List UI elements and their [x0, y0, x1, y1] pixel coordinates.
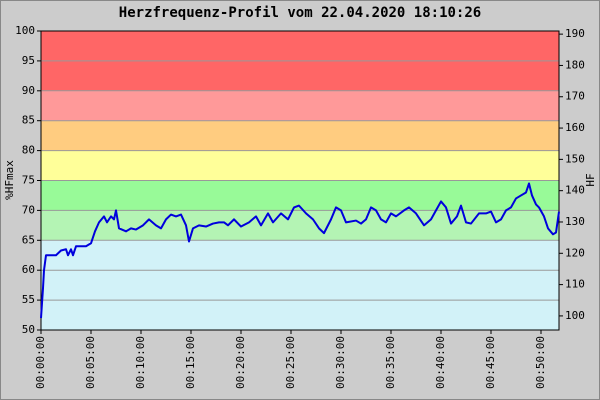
y2-tick-label: 110: [565, 278, 585, 291]
zone-band: [41, 240, 559, 330]
zone-band: [41, 90, 559, 121]
y-tick-label: 90: [22, 84, 35, 97]
x-tick-label: 00:25:00: [284, 336, 297, 389]
y-tick-label: 55: [22, 293, 35, 306]
y2-axis-label: HF: [584, 173, 597, 186]
y-tick-label: 65: [22, 233, 35, 246]
heart-rate-line: [40, 182, 560, 319]
y2-tick-label: 180: [565, 58, 585, 71]
y-tick-label: 95: [22, 54, 35, 67]
x-tick-label: 00:35:00: [384, 336, 397, 389]
y2-tick-label: 140: [565, 184, 585, 197]
y-tick-label: 60: [22, 263, 35, 276]
x-tick-label: 00:50:00: [534, 336, 547, 389]
y-tick-label: 80: [22, 144, 35, 157]
y2-tick-label: 160: [565, 121, 585, 134]
y2-tick-label: 170: [565, 90, 585, 103]
y-tick-label: 100: [15, 24, 35, 37]
x-tick-label: 00:10:00: [134, 336, 147, 389]
zone-band: [41, 210, 559, 241]
y-tick-label: 75: [22, 174, 35, 187]
y-tick-label: 50: [22, 323, 35, 336]
plot-border: [40, 30, 560, 331]
y2-tick-label: 100: [565, 309, 585, 322]
y-axis-label: %HFmax: [3, 160, 16, 200]
x-tick-label: 00:00:00: [34, 336, 47, 389]
x-tick-label: 00:45:00: [484, 336, 497, 389]
zone-band: [41, 120, 559, 151]
y-tick-label: 85: [22, 114, 35, 127]
chart-title: Herzfrequenz-Profil vom 22.04.2020 18:10…: [119, 5, 481, 21]
x-tick-label: 00:40:00: [434, 336, 447, 389]
y2-tick-label: 120: [565, 246, 585, 259]
x-tick-label: 00:20:00: [234, 336, 247, 389]
x-tick-label: 00:15:00: [184, 336, 197, 389]
y2-tick-label: 130: [565, 215, 585, 228]
y2-tick-label: 190: [565, 27, 585, 40]
y2-tick-label: 150: [565, 152, 585, 165]
x-tick-label: 00:05:00: [84, 336, 97, 389]
zone-band: [41, 150, 559, 181]
y-tick-label: 70: [22, 203, 35, 216]
x-tick-label: 00:30:00: [334, 336, 347, 389]
